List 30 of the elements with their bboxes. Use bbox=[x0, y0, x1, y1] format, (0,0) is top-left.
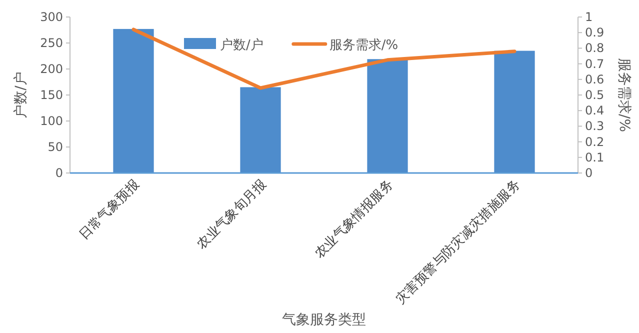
y2-tick-label: 0.2 bbox=[585, 134, 604, 149]
bar bbox=[367, 59, 408, 173]
y-tick-label: 300 bbox=[40, 10, 63, 24]
bar bbox=[240, 87, 281, 173]
y2-tick-label: 0.4 bbox=[585, 104, 604, 118]
bar bbox=[113, 28, 154, 173]
y-tick-label: 150 bbox=[40, 88, 63, 102]
y2-tick-label: 0.5 bbox=[585, 88, 604, 102]
bar bbox=[494, 50, 535, 173]
y-tick-label: 200 bbox=[40, 62, 63, 76]
x-tick-label: 农业气象旬月报 bbox=[194, 177, 270, 252]
y-tick-label: 50 bbox=[48, 140, 63, 154]
x-tick-label: 日常气象预报 bbox=[76, 177, 142, 243]
y2-tick-label: 0.6 bbox=[585, 72, 604, 86]
y2-tick-label: 0.1 bbox=[585, 150, 604, 164]
legend-label: 服务需求/% bbox=[329, 38, 398, 53]
y2-tick-label: 0.7 bbox=[585, 56, 604, 71]
x-axis-title: 气象服务类型 bbox=[282, 312, 366, 328]
y2-tick-label: 0 bbox=[585, 166, 593, 180]
y-axis-title: 户数/户 bbox=[13, 72, 29, 118]
y2-tick-label: 1 bbox=[585, 10, 593, 24]
y2-tick-label: 0.8 bbox=[585, 41, 604, 56]
y2-axis-title: 服务需求/% bbox=[616, 58, 632, 132]
line-series bbox=[132, 28, 516, 90]
y-tick-label: 100 bbox=[40, 114, 63, 128]
y-tick-label: 0 bbox=[55, 166, 63, 180]
y2-tick-label: 0.9 bbox=[585, 26, 604, 40]
legend-label: 户数/户 bbox=[220, 38, 264, 53]
y2-tick-label: 0.3 bbox=[585, 119, 604, 134]
y-tick-label: 250 bbox=[40, 36, 63, 50]
